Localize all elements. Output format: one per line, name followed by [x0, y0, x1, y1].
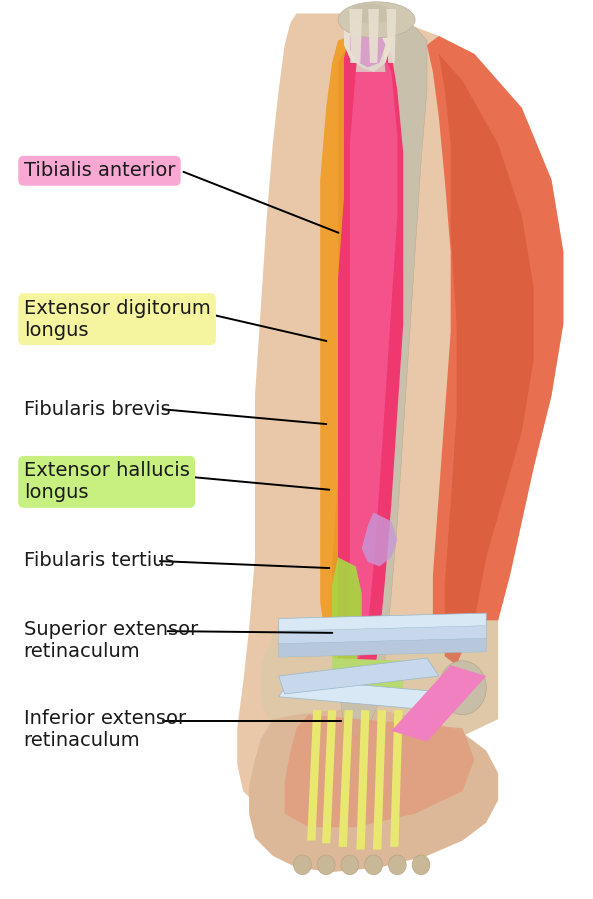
Polygon shape [279, 679, 445, 710]
Text: Tibialis anterior: Tibialis anterior [24, 161, 175, 181]
Ellipse shape [317, 855, 335, 875]
Polygon shape [338, 22, 427, 737]
Ellipse shape [338, 2, 415, 38]
Polygon shape [391, 665, 486, 742]
Polygon shape [332, 658, 403, 692]
Polygon shape [356, 9, 385, 72]
Ellipse shape [341, 855, 359, 875]
Polygon shape [279, 658, 439, 694]
Polygon shape [350, 36, 397, 670]
Text: Superior extensor
retinaculum: Superior extensor retinaculum [24, 619, 198, 661]
Polygon shape [350, 27, 385, 67]
Polygon shape [387, 9, 396, 63]
Polygon shape [368, 9, 379, 63]
Ellipse shape [348, 4, 393, 23]
Text: Extensor digitorum
longus: Extensor digitorum longus [24, 298, 211, 340]
Polygon shape [320, 36, 380, 647]
Polygon shape [307, 710, 321, 841]
Ellipse shape [294, 855, 311, 875]
Text: Fibularis brevis: Fibularis brevis [24, 399, 170, 419]
Polygon shape [279, 613, 486, 632]
Polygon shape [261, 620, 498, 751]
Polygon shape [439, 54, 534, 665]
Polygon shape [237, 13, 563, 823]
Polygon shape [339, 710, 353, 847]
Polygon shape [338, 29, 403, 701]
Polygon shape [349, 9, 362, 63]
Ellipse shape [388, 855, 406, 875]
Polygon shape [390, 710, 403, 847]
Text: Inferior extensor
retinaculum: Inferior extensor retinaculum [24, 709, 186, 751]
Polygon shape [249, 710, 498, 872]
Polygon shape [332, 40, 374, 634]
Ellipse shape [365, 855, 382, 875]
Polygon shape [332, 557, 362, 679]
Text: Fibularis tertius: Fibularis tertius [24, 551, 174, 571]
Polygon shape [344, 9, 391, 72]
Polygon shape [362, 512, 397, 566]
Text: Extensor hallucis
longus: Extensor hallucis longus [24, 461, 190, 503]
Polygon shape [285, 715, 474, 827]
Polygon shape [427, 36, 563, 719]
Polygon shape [322, 710, 336, 843]
Polygon shape [373, 710, 386, 850]
Ellipse shape [412, 855, 430, 875]
Ellipse shape [439, 661, 486, 715]
Polygon shape [279, 638, 486, 657]
Polygon shape [356, 710, 369, 850]
Polygon shape [350, 9, 380, 63]
Polygon shape [279, 626, 486, 645]
